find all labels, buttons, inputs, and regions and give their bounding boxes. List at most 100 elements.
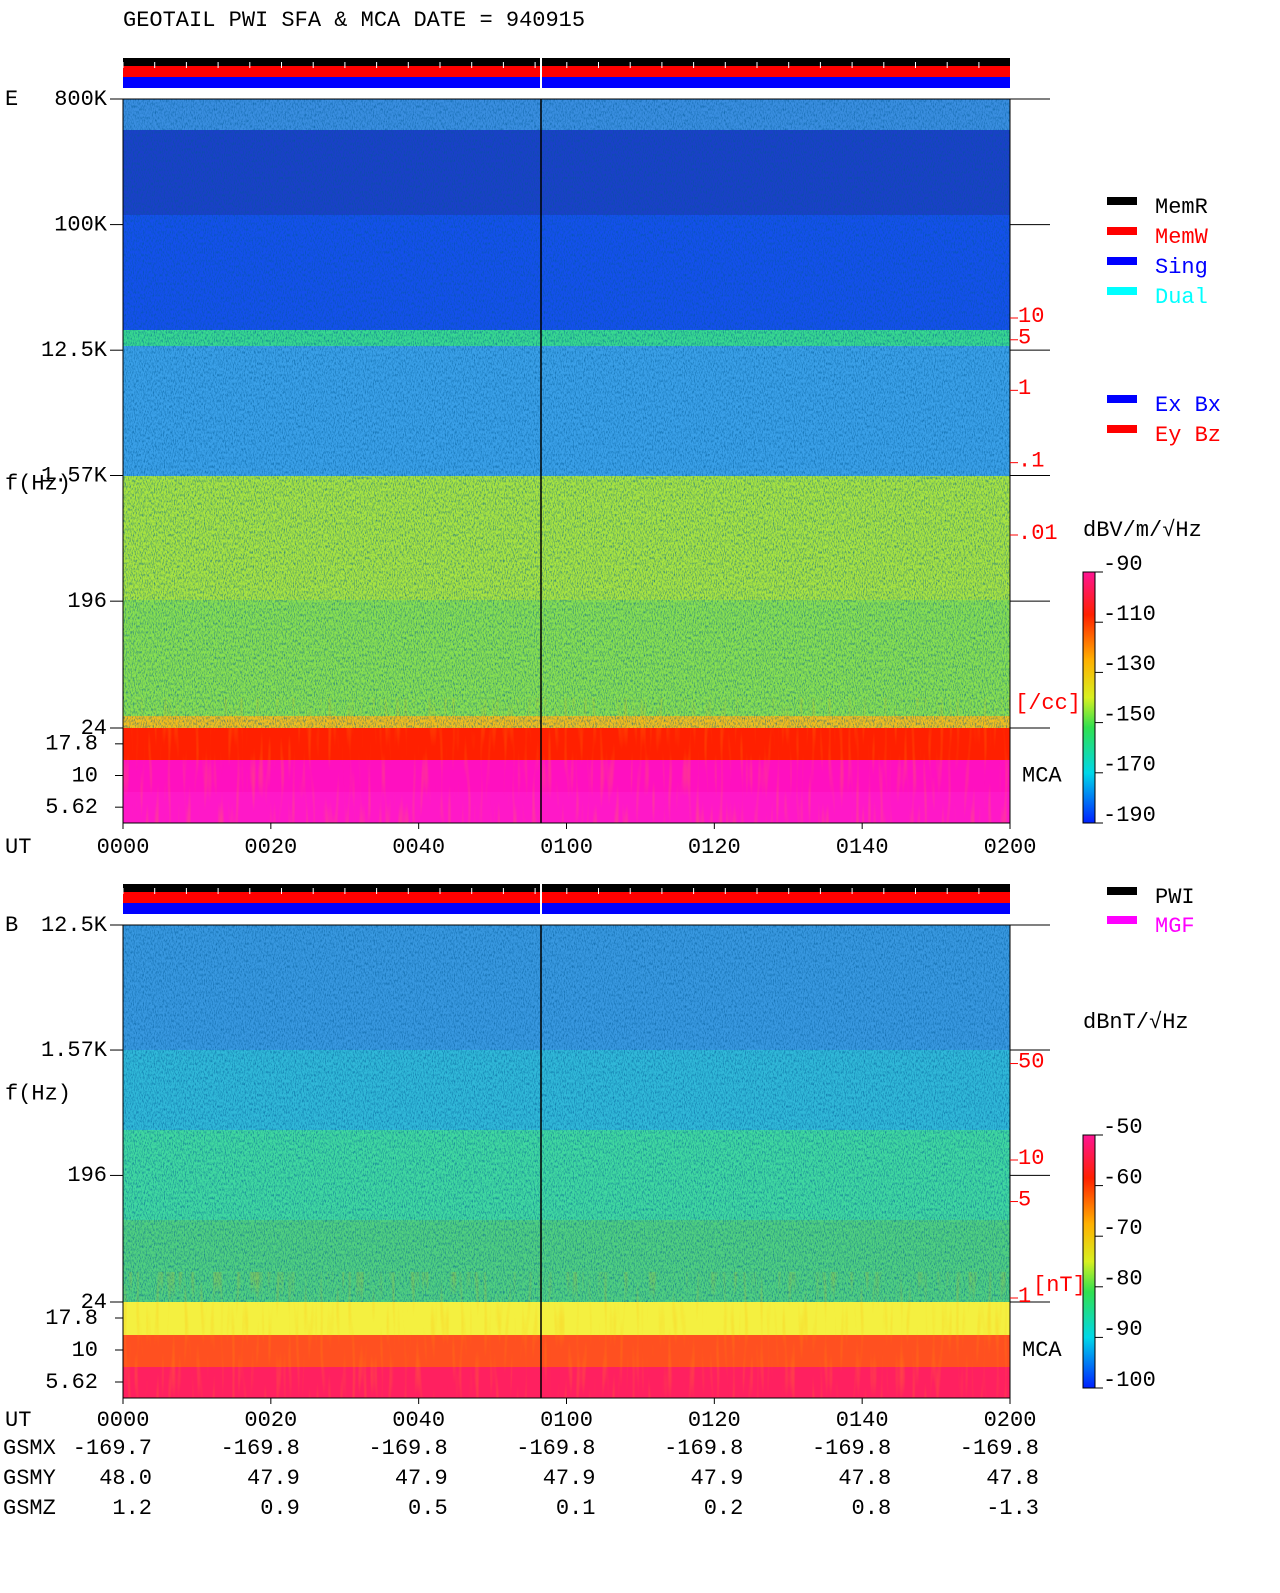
colorbar-tick-label: -70	[1103, 1216, 1143, 1241]
orbit-value: -169.7	[73, 1436, 152, 1461]
y-tick-label: 24	[81, 1290, 107, 1315]
x-tick-label: 0200	[984, 835, 1037, 860]
legend-label: Dual	[1155, 285, 1208, 310]
orbit-value: 0.2	[704, 1496, 744, 1521]
mca-label: MCA	[1022, 1338, 1062, 1363]
colorbar-tick-label: -90	[1103, 552, 1143, 577]
colorbar-label: dBnT/√Hz	[1083, 1010, 1189, 1035]
orbit-value: 47.9	[543, 1466, 596, 1491]
colorbar-tick-label: -110	[1103, 602, 1156, 627]
x-tick-label: 0140	[836, 835, 889, 860]
y2-tick-label: 5	[1018, 326, 1031, 351]
mca-label: MCA	[1022, 763, 1062, 788]
orbit-value: -169.8	[368, 1436, 447, 1461]
y-axis-label: f(Hz)	[5, 1081, 71, 1106]
spectrogram-noise	[123, 99, 1010, 728]
legend-label: PWI	[1155, 885, 1195, 910]
colorbar-tick-label: -130	[1103, 652, 1156, 677]
x-tick-label: 0040	[392, 1408, 445, 1433]
orbit-value: -169.8	[812, 1436, 891, 1461]
colorbar-tick-label: -150	[1103, 702, 1156, 727]
mca-tick-label: 10	[72, 763, 98, 788]
legend-swatch	[1107, 425, 1137, 433]
y2-tick-label: 5	[1018, 1187, 1031, 1212]
spectrogram-noise	[123, 925, 1010, 1302]
y-tick-label: 800K	[54, 87, 108, 112]
colorbar	[1082, 1134, 1096, 1389]
y-tick-label: 196	[67, 589, 107, 614]
x-tick-label: 0000	[97, 835, 150, 860]
x-tick-label: 0100	[540, 835, 593, 860]
mca-tick-label: 17.8	[45, 732, 98, 757]
colorbar-tick-label: -60	[1103, 1165, 1143, 1190]
y2-tick-label: 10	[1018, 1146, 1044, 1171]
legend-label: MemW	[1155, 225, 1209, 250]
mca-tick-label: 10	[72, 1338, 98, 1363]
y-tick-label: 196	[67, 1163, 107, 1188]
orbit-value: 47.8	[838, 1466, 891, 1491]
mca-tick-label: 5.62	[45, 1370, 98, 1395]
colorbar-tick-label: -80	[1103, 1267, 1143, 1292]
panel-label: B	[5, 913, 18, 938]
x-tick-label: 0000	[97, 1408, 150, 1433]
y2-tick-label: 10	[1018, 304, 1044, 329]
legend-swatch	[1107, 257, 1137, 265]
orbit-row-label: GSMX	[3, 1436, 56, 1461]
mca-tick-label: 5.62	[45, 795, 98, 820]
status-bar	[123, 66, 1010, 77]
title: GEOTAIL PWI SFA & MCA DATE = 940915	[123, 8, 585, 33]
y-tick-label: 100K	[54, 212, 108, 237]
colorbar-label: dBV/m/√Hz	[1083, 518, 1202, 543]
orbit-value: 0.9	[260, 1496, 300, 1521]
legend-swatch	[1107, 227, 1137, 235]
orbit-value: 0.8	[852, 1496, 892, 1521]
y2-tick-label: .01	[1018, 521, 1058, 546]
x-tick-label: 0020	[244, 1408, 297, 1433]
mca-tick-label: 17.8	[45, 1306, 98, 1331]
orbit-value: 0.5	[408, 1496, 448, 1521]
orbit-value: -1.3	[986, 1496, 1039, 1521]
spectrogram-streaks	[123, 1272, 1010, 1398]
y2-tick-label: .1	[1018, 448, 1044, 473]
y-axis-label: f(Hz)	[5, 471, 71, 496]
y2-tick-label: 1	[1018, 376, 1031, 401]
orbit-value: -169.8	[516, 1436, 595, 1461]
status-bar	[123, 77, 1010, 88]
orbit-value: 47.9	[395, 1466, 448, 1491]
legend-label: MGF	[1155, 914, 1195, 939]
x-tick-label: 0100	[540, 1408, 593, 1433]
legend-label: Ex Bx	[1155, 393, 1221, 418]
panel-label: E	[5, 87, 18, 112]
legend-swatch	[1107, 916, 1137, 924]
y-tick-label: 12.5K	[41, 913, 108, 938]
y-tick-label: 1.57K	[41, 463, 108, 488]
orbit-value: -169.8	[664, 1436, 743, 1461]
legend-swatch	[1107, 287, 1137, 295]
y2-tick-label: 1	[1018, 1284, 1031, 1309]
colorbar	[1082, 571, 1096, 824]
y2-tick-label: 50	[1018, 1049, 1044, 1074]
orbit-value: 47.9	[691, 1466, 744, 1491]
orbit-value: 47.8	[986, 1466, 1039, 1491]
orbit-value: 1.2	[112, 1496, 152, 1521]
legend-label: Sing	[1155, 255, 1208, 280]
x-axis-label: UT	[5, 1408, 31, 1433]
orbit-value: -169.8	[221, 1436, 300, 1461]
x-tick-label: 0120	[688, 1408, 741, 1433]
y-tick-label: 24	[81, 716, 107, 741]
x-axis-label: UT	[5, 835, 31, 860]
colorbar-tick-label: -50	[1103, 1115, 1143, 1140]
colorbar-tick-label: -90	[1103, 1317, 1143, 1342]
y-tick-label: 12.5K	[41, 338, 108, 363]
orbit-row-label: GSMY	[3, 1466, 56, 1491]
orbit-row-label: GSMZ	[3, 1496, 56, 1521]
legend-swatch	[1107, 197, 1137, 205]
legend-swatch	[1107, 395, 1137, 403]
status-bar	[123, 892, 1010, 903]
x-tick-label: 0200	[984, 1408, 1037, 1433]
colorbar-tick-label: -170	[1103, 753, 1156, 778]
colorbar-tick-label: -100	[1103, 1368, 1156, 1393]
legend-swatch	[1107, 887, 1137, 895]
colorbar-tick-label: -190	[1103, 803, 1156, 828]
